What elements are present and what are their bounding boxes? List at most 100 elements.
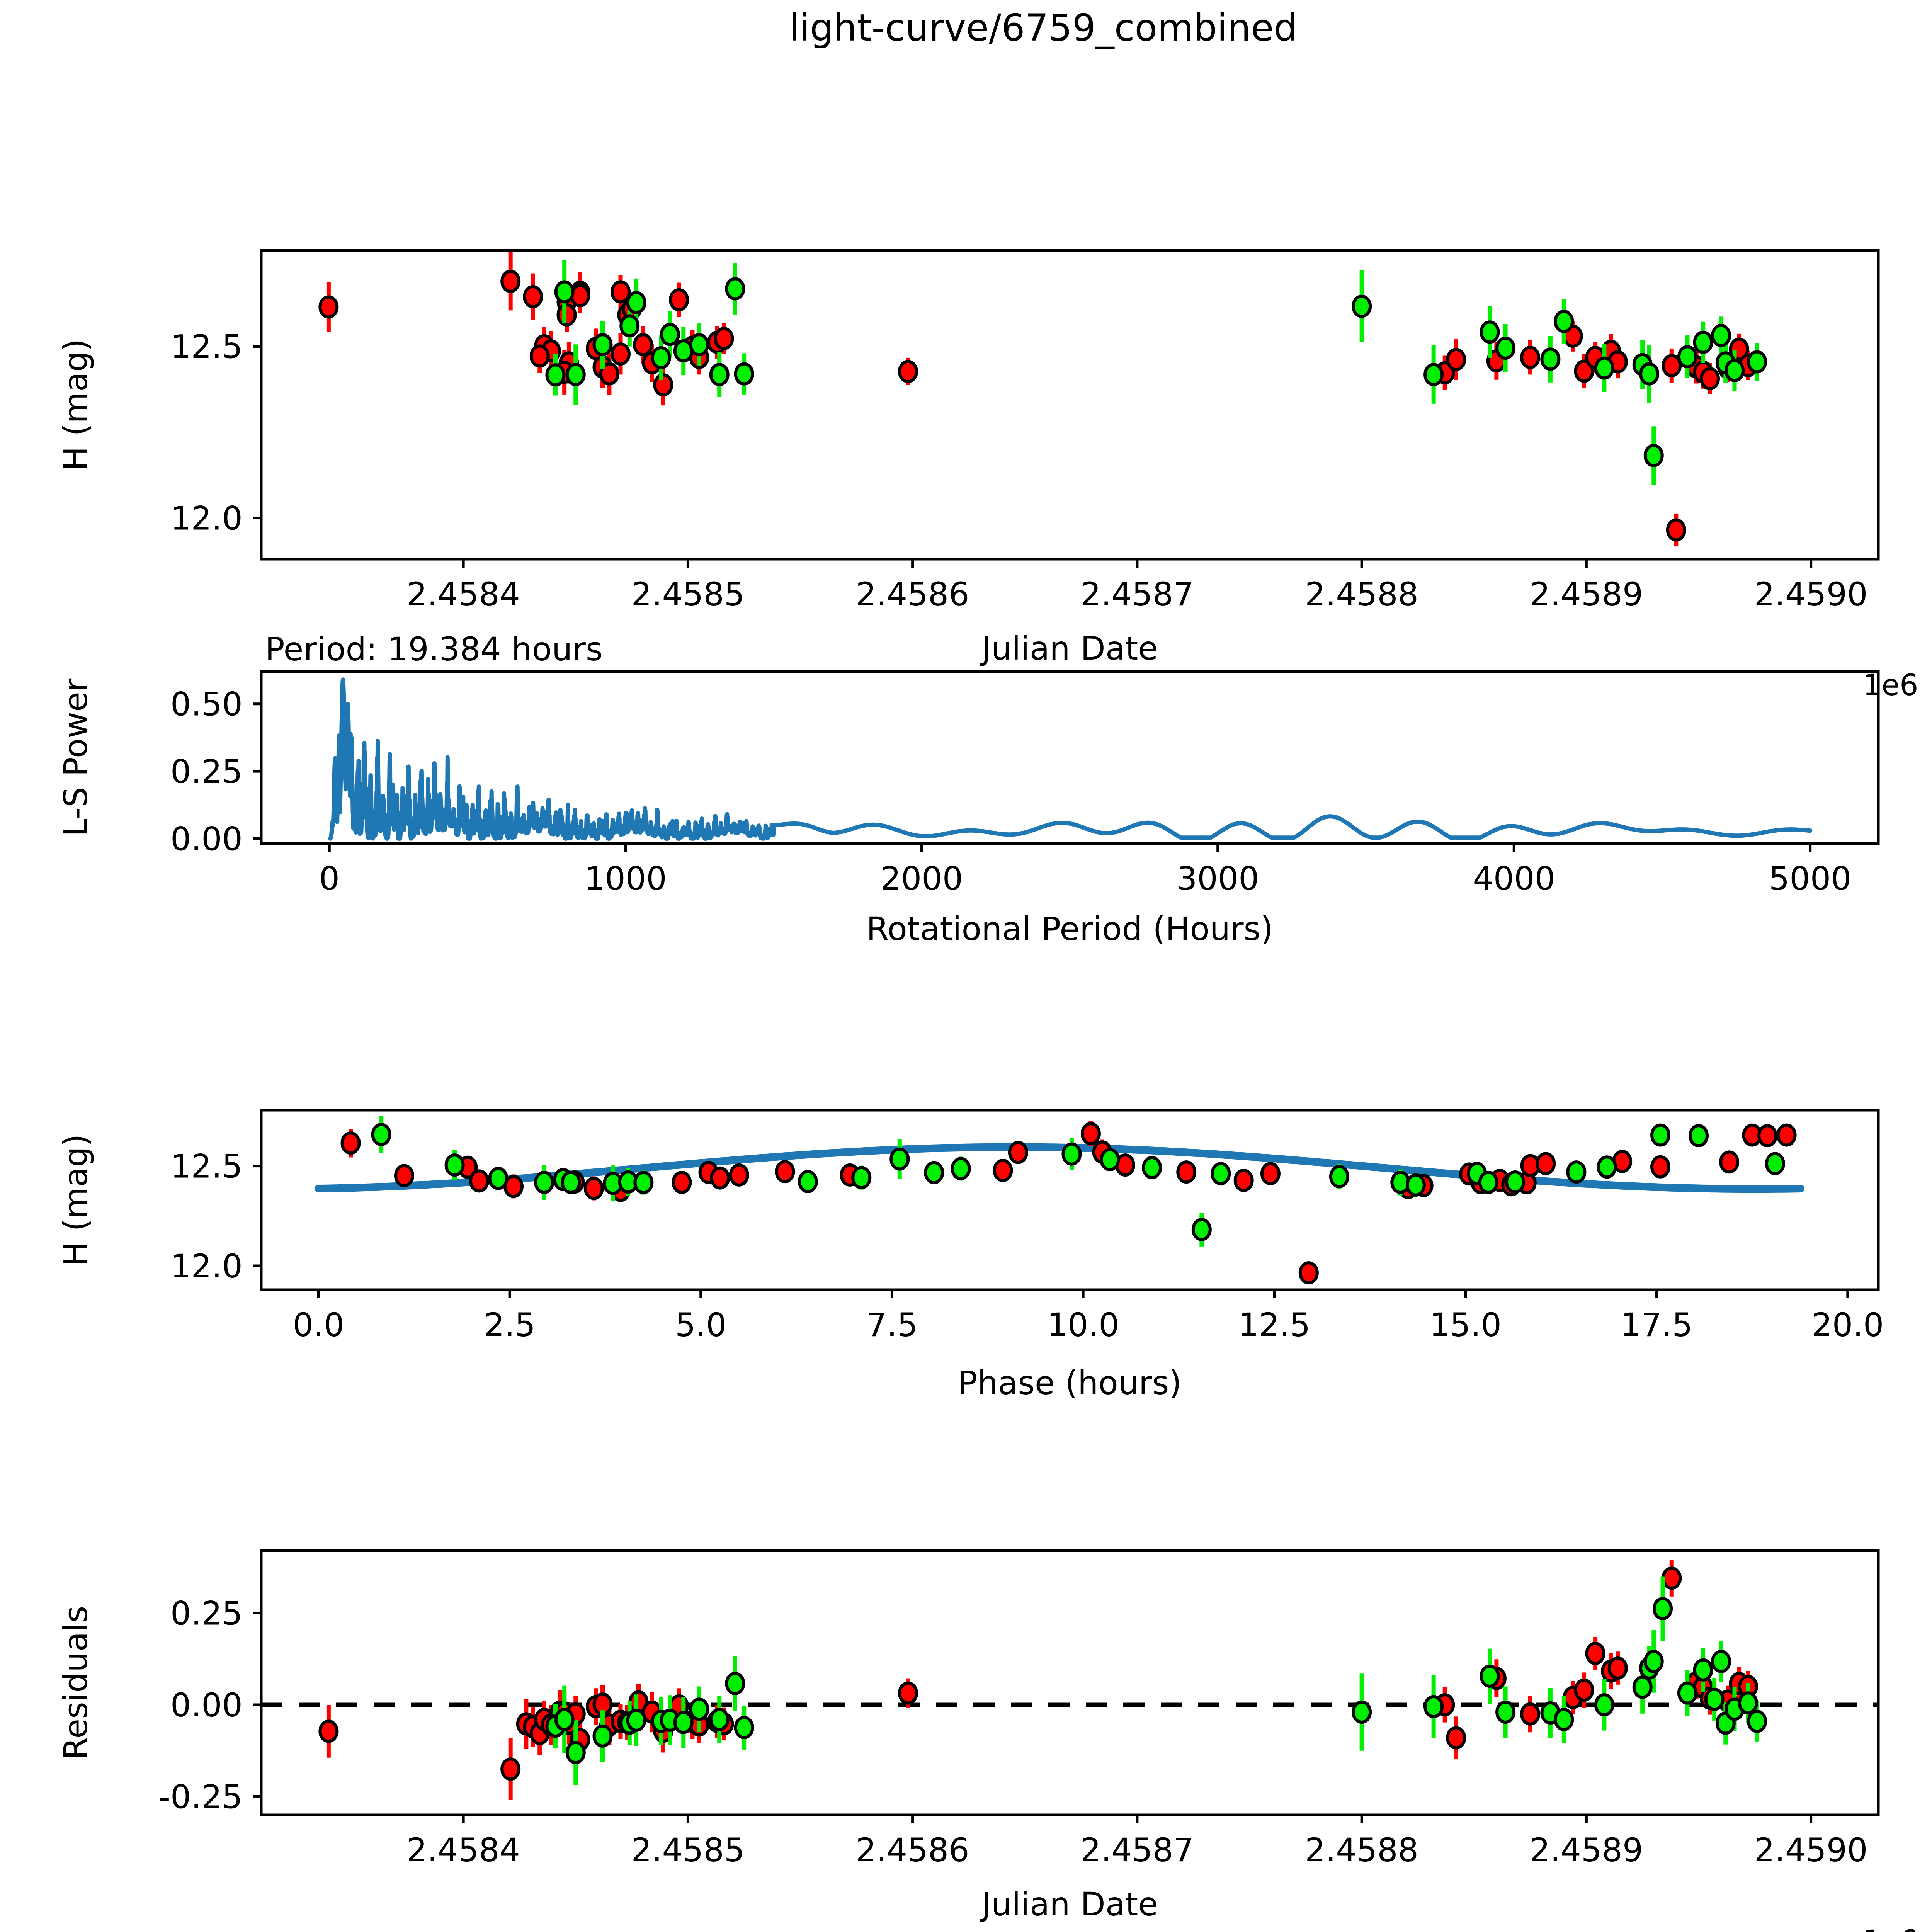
x-tick-label: 2.4587 xyxy=(1080,575,1194,613)
y-axis-label: L-S Power xyxy=(57,678,95,837)
x-tick-label: 0 xyxy=(319,860,340,898)
data-point xyxy=(898,360,918,383)
data-point xyxy=(1738,1691,1758,1715)
data-point xyxy=(611,342,631,366)
data-point xyxy=(626,1708,646,1732)
data-point xyxy=(565,1741,586,1764)
x-axis-label: Phase (hours) xyxy=(958,1364,1182,1402)
data-point xyxy=(444,1153,465,1177)
data-point xyxy=(1233,1168,1254,1192)
data-point xyxy=(1677,345,1697,369)
data-point xyxy=(889,1147,910,1171)
data-point xyxy=(1520,345,1541,369)
data-point xyxy=(534,1171,554,1194)
data-point xyxy=(488,1167,509,1190)
data-point xyxy=(1536,1152,1556,1175)
data-point xyxy=(1554,1708,1574,1731)
data-point xyxy=(1662,1566,1682,1590)
data-point xyxy=(1700,367,1720,391)
data-point xyxy=(1719,1150,1740,1174)
series-green xyxy=(371,1116,1785,1247)
y-tick-label: 0.25 xyxy=(170,1595,243,1633)
data-point xyxy=(633,333,653,357)
plot-frame xyxy=(260,1549,1880,1816)
data-point xyxy=(318,295,339,319)
data-point xyxy=(651,346,671,369)
data-point xyxy=(1757,1124,1778,1148)
y-tick-label: 0.00 xyxy=(170,1686,243,1724)
data-point xyxy=(599,362,619,386)
x-tick-label: 2.4584 xyxy=(406,1831,520,1869)
data-point xyxy=(1643,1650,1664,1673)
data-point xyxy=(1423,363,1444,386)
data-point xyxy=(1176,1160,1197,1184)
data-point xyxy=(469,1169,489,1193)
y-tick-label: 12.5 xyxy=(170,1148,243,1185)
data-point xyxy=(1211,1162,1231,1185)
data-point xyxy=(394,1164,415,1187)
data-point xyxy=(1725,359,1745,382)
data-point xyxy=(1061,1142,1082,1166)
x-tick-label: 2.5 xyxy=(484,1306,536,1344)
data-point xyxy=(1585,1642,1605,1665)
x-tick-label: 2.4590 xyxy=(1754,1831,1868,1869)
x-tick-label: 2.4584 xyxy=(406,575,520,613)
data-point xyxy=(1298,1261,1319,1285)
x-tick-label: 2.4589 xyxy=(1529,575,1643,613)
y-tick-label: 0.50 xyxy=(170,685,243,723)
x-tick-label: 2.4587 xyxy=(1080,1831,1194,1869)
data-point xyxy=(653,373,673,397)
data-point xyxy=(318,1719,339,1743)
x-axis-label: Rotational Period (Hours) xyxy=(866,910,1273,948)
panel-periodogram: 0 1000 2000 3000 4000 5000 0.00 0.25 0.50 Rotatio… xyxy=(57,670,1880,948)
data-point xyxy=(993,1159,1013,1182)
data-point xyxy=(545,363,566,387)
data-point xyxy=(1329,1165,1349,1189)
y-tick-label: 12.0 xyxy=(170,499,243,537)
data-point xyxy=(1711,324,1731,347)
x-tick-label: 5.0 xyxy=(675,1306,727,1344)
data-point xyxy=(898,1681,918,1705)
x-tick-label: 2.4589 xyxy=(1529,1831,1643,1869)
data-point xyxy=(798,1170,818,1193)
y-tick-label: 0.25 xyxy=(170,753,243,791)
x-axis-offset-label: 1e6 xyxy=(1863,1923,1918,1932)
data-point xyxy=(1711,1650,1731,1673)
data-point xyxy=(1480,320,1500,344)
y-axis-label: H (mag) xyxy=(57,1134,95,1266)
data-point xyxy=(1693,330,1713,354)
data-point xyxy=(1446,348,1466,371)
data-point xyxy=(1080,1122,1101,1145)
data-point xyxy=(626,291,646,314)
data-point xyxy=(1662,354,1682,378)
data-point xyxy=(672,1171,692,1194)
data-point xyxy=(1653,1597,1673,1621)
data-point xyxy=(554,1708,575,1731)
data-point xyxy=(529,344,550,368)
x-tick-label: 17.5 xyxy=(1621,1306,1693,1344)
data-point xyxy=(709,363,730,386)
data-point xyxy=(669,288,689,311)
data-point xyxy=(734,1716,754,1739)
x-tick-label: 2.4588 xyxy=(1305,1831,1418,1869)
data-point xyxy=(734,362,754,386)
x-tick-label: 4000 xyxy=(1473,860,1555,898)
period-annotation: Period: 19.384 hours xyxy=(265,630,603,668)
panel-phasefold: 0.0 2.5 5.0 7.5 10.0 12.5 15.0 17.5 20.0 12.5 12.0… xyxy=(57,1109,1884,1402)
plot-frame xyxy=(260,1109,1880,1291)
data-point xyxy=(554,280,575,304)
x-tick-label: 15.0 xyxy=(1429,1306,1502,1344)
x-tick-label: 20.0 xyxy=(1811,1306,1884,1344)
y-axis-label: H (mag) xyxy=(57,338,95,471)
data-point xyxy=(951,1157,971,1180)
y-tick-label: 12.5 xyxy=(170,328,243,366)
data-point xyxy=(1405,1173,1426,1197)
data-point xyxy=(689,333,709,357)
data-point xyxy=(1495,337,1516,360)
data-point xyxy=(1191,1218,1212,1241)
x-axis-label: Julian Date xyxy=(980,629,1158,667)
data-point xyxy=(1574,359,1594,383)
x-tick-label: 12.5 xyxy=(1238,1306,1310,1344)
